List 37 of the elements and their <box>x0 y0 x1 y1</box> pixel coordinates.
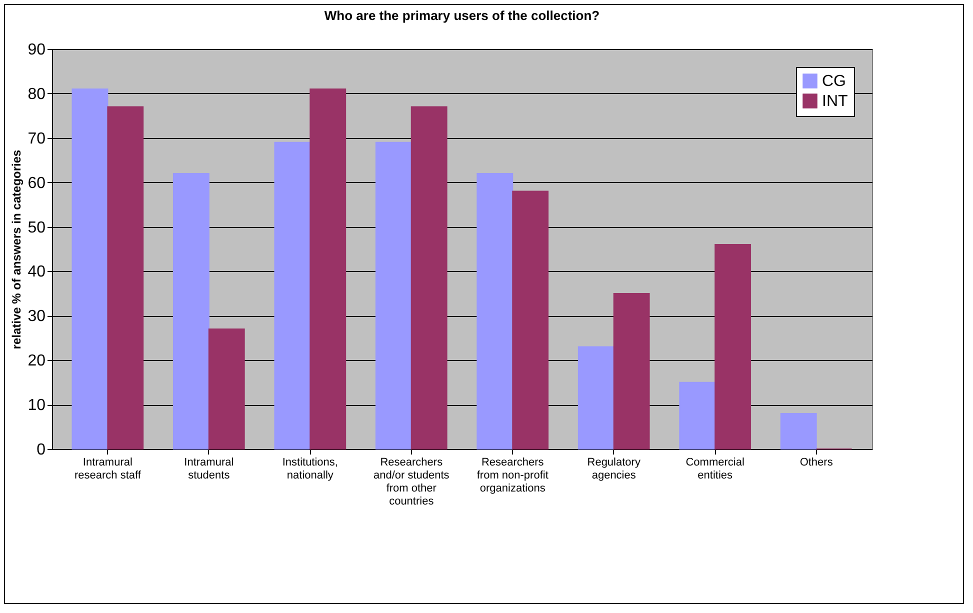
x-tick-label: Regulatory agencies <box>587 456 641 482</box>
x-tick-label: Intramural students <box>184 456 234 482</box>
y-tick-label: 50 <box>28 219 46 236</box>
x-tick-label: Researchers and/or students from other countries <box>373 456 450 508</box>
bar <box>613 292 650 450</box>
bar <box>375 142 412 450</box>
bar <box>274 142 311 450</box>
bar <box>107 106 144 450</box>
x-tick-label: Intramural research staff <box>74 456 142 482</box>
bar <box>780 412 817 450</box>
y-tick-label: 30 <box>28 308 46 326</box>
legend-label: INT <box>822 93 848 110</box>
bar <box>679 382 716 450</box>
x-tick-label: Commercial entities <box>686 456 744 482</box>
bar <box>410 106 448 450</box>
y-tick-label: 60 <box>28 174 46 192</box>
legend-label: CG <box>822 73 846 90</box>
chart-title: Who are the primary users of the collection? <box>324 8 600 23</box>
y-tick-label: 10 <box>28 397 46 414</box>
y-tick-label: 80 <box>28 86 46 103</box>
x-tick-label: Researchers from non-profit organizations <box>476 456 548 494</box>
y-tick-label: 90 <box>28 42 46 58</box>
y-tick-label: 70 <box>28 130 46 148</box>
y-tick-label: 20 <box>28 352 46 370</box>
y-axis-title: relative % of answers in categories <box>10 149 24 350</box>
bar <box>714 244 752 450</box>
y-tick-label: 0 <box>36 442 46 458</box>
x-tick-label: Others <box>800 456 834 468</box>
x-tick-label: Institutions, nationally <box>282 456 338 482</box>
bar <box>208 328 245 450</box>
y-tick-label: 40 <box>28 264 46 281</box>
bar <box>310 88 346 450</box>
bar <box>512 190 549 450</box>
bar <box>172 172 210 450</box>
bar <box>72 88 108 450</box>
bar <box>578 346 614 450</box>
bar <box>476 172 514 450</box>
